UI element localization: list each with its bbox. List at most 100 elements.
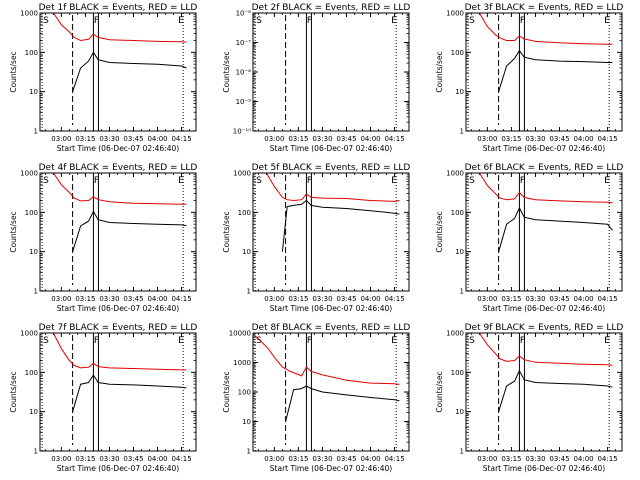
- events-series-line: [281, 199, 400, 252]
- flag-label-e: E: [391, 336, 397, 346]
- x-axis-label: Start Time (06-Dec-07 02:46:40): [57, 464, 179, 473]
- flag-label-f: F: [94, 16, 99, 26]
- x-tick-label: 04:15: [384, 135, 404, 143]
- x-axis-label: Start Time (06-Dec-07 02:46:40): [270, 304, 392, 313]
- x-tick-label: 03:00: [264, 455, 284, 463]
- flag-label-e: E: [604, 16, 610, 26]
- y-tick-label: 1000: [446, 170, 464, 178]
- flag-label-e: E: [604, 176, 610, 186]
- y-tick-label: 1: [247, 288, 251, 296]
- plot-frame: [252, 172, 410, 292]
- x-tick-label: 03:45: [123, 455, 143, 463]
- x-axis-label: Start Time (06-Dec-07 02:46:40): [483, 144, 605, 153]
- x-tick-label: 03:30: [99, 455, 119, 463]
- plot-frame: [465, 332, 623, 452]
- x-tick-label: 04:15: [171, 135, 191, 143]
- x-tick-label: 03:30: [312, 135, 332, 143]
- flag-label-e: E: [391, 176, 397, 186]
- y-tick-label: 10⁻⁹: [236, 98, 252, 106]
- x-tick-label: 04:00: [573, 135, 593, 143]
- x-tick-label: 03:30: [525, 455, 545, 463]
- panel-det-6: Det 6f BLACK = Events, RED = LLD 1 10 100 10…: [435, 163, 623, 313]
- panel-det-8: Det 8f BLACK = Events, RED = LLD 1 10 100 10…: [222, 323, 410, 473]
- y-tick-label: 100: [451, 209, 464, 217]
- y-axis-label: Counts/sec: [222, 211, 231, 252]
- panel-title: Det 6f BLACK = Events, RED = LLD: [465, 163, 624, 173]
- y-tick-label: 1: [34, 128, 38, 136]
- y-tick-label: 1000: [20, 170, 38, 178]
- x-tick-label: 03:15: [501, 135, 521, 143]
- x-tick-label: 03:15: [501, 295, 521, 303]
- events-series-line: [498, 206, 613, 252]
- y-tick-label: 10: [455, 248, 464, 256]
- y-tick-label: 1000: [20, 330, 38, 338]
- x-tick-label: 03:30: [525, 135, 545, 143]
- panel-title: Det 1f BLACK = Events, RED = LLD: [39, 3, 198, 13]
- flag-label-f: F: [307, 16, 312, 26]
- x-tick-label: 03:45: [549, 295, 569, 303]
- y-axis-label: Counts/sec: [9, 51, 18, 92]
- y-tick-label: 1: [34, 448, 38, 456]
- x-tick-label: 04:15: [384, 455, 404, 463]
- x-axis-label: Start Time (06-Dec-07 02:46:40): [483, 464, 605, 473]
- x-axis-label: Start Time (06-Dec-07 02:46:40): [270, 144, 392, 153]
- panel-det-1: Det 1f BLACK = Events, RED = LLD 1 10 100 10…: [9, 3, 197, 153]
- panel-det-2: Det 2f BLACK = Events, RED = LLD 10⁻¹⁰ 10⁻…: [222, 3, 410, 153]
- y-tick-label: 100: [451, 49, 464, 57]
- events-series-line: [498, 49, 613, 92]
- y-axis-label: Counts/sec: [435, 51, 444, 92]
- events-series-line: [285, 385, 400, 422]
- x-tick-label: 03:00: [264, 295, 284, 303]
- panel-title: Det 2f BLACK = Events, RED = LLD: [252, 3, 411, 13]
- x-tick-label: 04:15: [171, 455, 191, 463]
- y-tick-label: 1: [247, 448, 251, 456]
- x-tick-label: 03:00: [51, 295, 71, 303]
- y-tick-label: 100: [25, 209, 38, 217]
- x-tick-label: 03:00: [51, 455, 71, 463]
- flag-label-f: F: [307, 176, 312, 186]
- x-tick-label: 04:00: [147, 455, 167, 463]
- x-tick-label: 03:15: [75, 135, 95, 143]
- panel-det-4: Det 4f BLACK = Events, RED = LLD 1 10 100 10…: [9, 163, 197, 313]
- x-tick-label: 03:00: [51, 135, 71, 143]
- x-tick-label: 03:00: [477, 135, 497, 143]
- x-tick-label: 03:45: [336, 455, 356, 463]
- plot-frame: [39, 172, 197, 292]
- events-series-line: [72, 374, 187, 412]
- flag-label-s: S: [256, 176, 262, 186]
- x-tick-label: 04:00: [573, 295, 593, 303]
- x-tick-label: 04:15: [597, 455, 617, 463]
- x-tick-label: 03:15: [288, 455, 308, 463]
- panel-title: Det 9f BLACK = Events, RED = LLD: [465, 323, 624, 333]
- y-tick-label: 10⁻¹⁰: [233, 128, 251, 136]
- y-tick-label: 1000: [446, 330, 464, 338]
- y-tick-label: 1000: [446, 10, 464, 18]
- y-tick-label: 10000: [229, 330, 251, 338]
- y-axis-label: Counts/sec: [435, 211, 444, 252]
- y-tick-label: 10⁻⁶: [236, 10, 252, 18]
- y-tick-label: 1: [460, 128, 464, 136]
- x-tick-label: 03:00: [477, 295, 497, 303]
- lld-series-line: [254, 335, 400, 385]
- x-axis-label: Start Time (06-Dec-07 02:46:40): [57, 144, 179, 153]
- y-axis-label: Counts/sec: [435, 371, 444, 412]
- y-tick-label: 100: [451, 369, 464, 377]
- y-axis-label: Counts/sec: [222, 371, 231, 412]
- y-tick-label: 100: [238, 209, 251, 217]
- y-tick-label: 10: [242, 248, 251, 256]
- flag-label-f: F: [307, 336, 312, 346]
- flag-label-s: S: [43, 176, 49, 186]
- x-tick-label: 03:45: [336, 135, 356, 143]
- panel-title: Det 5f BLACK = Events, RED = LLD: [252, 163, 411, 173]
- plot-frame: [39, 332, 197, 452]
- x-tick-label: 03:45: [123, 135, 143, 143]
- x-tick-label: 03:15: [288, 295, 308, 303]
- x-tick-label: 03:15: [75, 455, 95, 463]
- flag-label-e: E: [178, 176, 184, 186]
- lld-series-line: [478, 12, 613, 45]
- x-axis-label: Start Time (06-Dec-07 02:46:40): [57, 304, 179, 313]
- x-tick-label: 03:30: [99, 135, 119, 143]
- y-tick-label: 10: [29, 408, 38, 416]
- x-tick-label: 03:30: [525, 295, 545, 303]
- x-tick-label: 03:30: [99, 295, 119, 303]
